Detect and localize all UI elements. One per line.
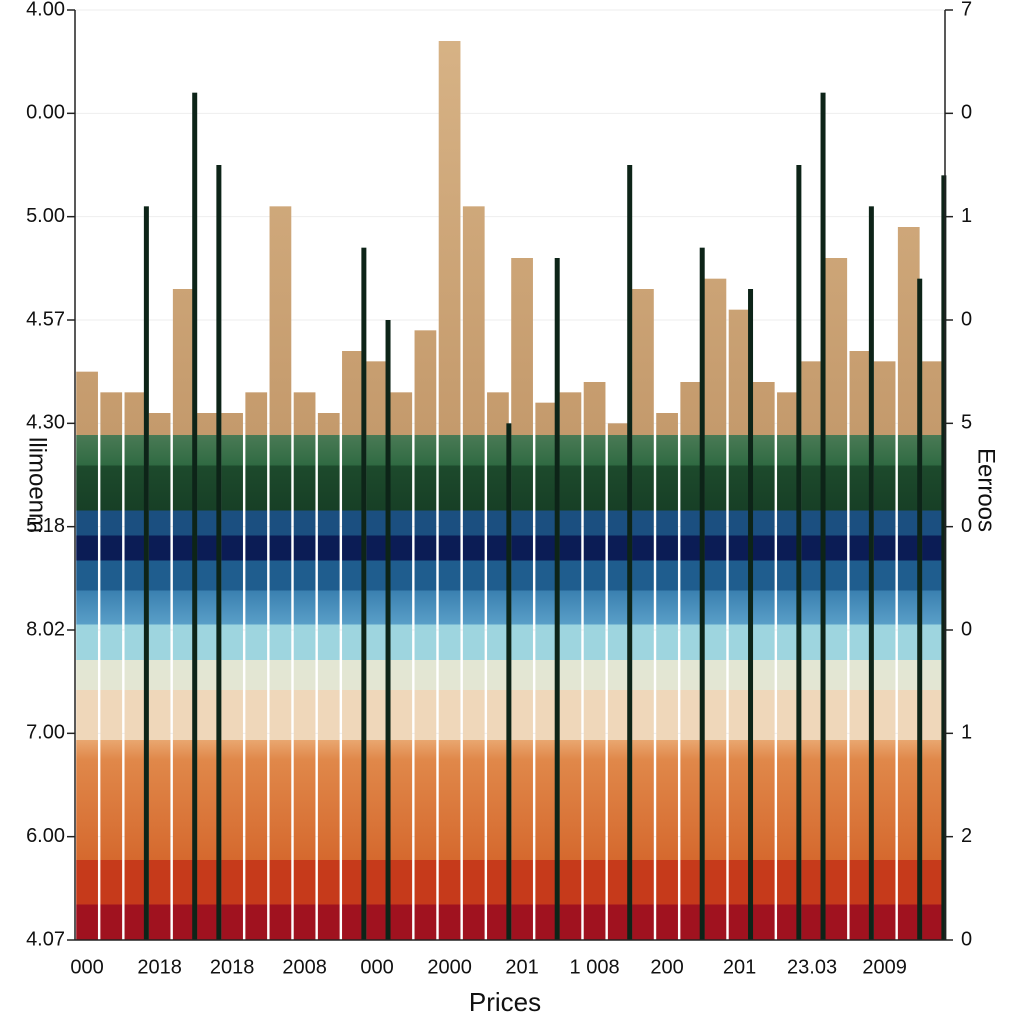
y-tick-label: 4.00 — [26, 0, 65, 20]
bar — [148, 413, 171, 940]
y-tick-label: 6.00 — [26, 825, 65, 847]
y2-tick-label: 1 — [961, 722, 972, 744]
y2-tick-label: 1 — [961, 205, 972, 227]
spike — [627, 165, 633, 940]
bar — [487, 392, 509, 940]
x-tick-label: 2009 — [862, 956, 907, 978]
y2-tick-label: 5 — [961, 412, 972, 434]
bar — [317, 413, 340, 940]
bar — [245, 392, 268, 940]
spike — [143, 206, 149, 941]
bar — [293, 392, 316, 940]
spike — [361, 247, 367, 940]
x-tick-label: 2018 — [210, 956, 255, 978]
bar — [414, 330, 437, 940]
y2-tick-label: 0 — [961, 308, 972, 330]
y-tick-label: 4.57 — [26, 308, 65, 330]
x-tick-label: 201 — [505, 956, 538, 978]
x-tick-label: 000 — [360, 956, 393, 978]
x-tick-label: 000 — [70, 956, 103, 978]
spike — [554, 258, 560, 940]
x-axis-title: Prices — [469, 987, 541, 1017]
spike — [820, 92, 826, 940]
bar — [535, 402, 558, 941]
bar — [680, 382, 703, 940]
spike — [796, 165, 802, 940]
bar — [849, 351, 872, 940]
y2-tick-label: 2 — [961, 825, 972, 847]
bar — [873, 361, 896, 940]
y2-axis-title: Eerroos — [973, 448, 1000, 532]
bar — [100, 392, 123, 940]
bar — [777, 392, 799, 940]
spike — [192, 92, 198, 940]
bar — [366, 361, 388, 940]
y2-tick-label: 7 — [961, 0, 972, 20]
y-tick-label: 4.30 — [26, 412, 65, 434]
spike — [941, 175, 947, 941]
x-tick-label: 201 — [723, 956, 756, 978]
y2-tick-label: 0 — [961, 928, 972, 950]
bar — [559, 392, 582, 940]
spike — [506, 423, 512, 940]
bar — [825, 258, 848, 940]
x-tick-label: 2008 — [282, 956, 327, 978]
y-axis-title: llimoenm — [24, 437, 51, 533]
bar — [172, 289, 195, 940]
x-tick-label: 200 — [650, 956, 683, 978]
y-tick-label: 4.07 — [26, 928, 65, 950]
bar — [269, 206, 292, 941]
spike — [917, 278, 923, 941]
bar — [607, 423, 630, 940]
bar — [922, 361, 944, 940]
bar — [438, 41, 461, 940]
bar — [632, 289, 654, 940]
spike — [748, 289, 754, 940]
bar — [76, 371, 98, 941]
bar — [221, 413, 243, 940]
x-tick-label: 1 008 — [570, 956, 620, 978]
spike — [216, 165, 222, 940]
bar — [704, 278, 727, 941]
bar — [197, 413, 219, 940]
y2-tick-label: 0 — [961, 618, 972, 640]
bar — [462, 206, 485, 941]
bar — [897, 227, 920, 940]
bar — [124, 392, 147, 940]
bar — [728, 309, 751, 941]
spike — [868, 206, 874, 941]
y-tick-label: 7.00 — [26, 722, 65, 744]
x-tick-label: 2018 — [137, 956, 182, 978]
bar — [511, 258, 533, 940]
spike — [699, 247, 705, 940]
y-tick-label: 5.00 — [26, 205, 65, 227]
y-tick-label: 5.18 — [26, 515, 65, 537]
bar — [583, 382, 606, 940]
y-tick-label: 8.02 — [26, 618, 65, 640]
y2-tick-label: 0 — [961, 515, 972, 537]
bar — [752, 382, 775, 940]
y-tick-label: 0.00 — [26, 102, 65, 124]
bar — [342, 351, 364, 940]
spike — [385, 320, 391, 940]
x-tick-label: 2000 — [427, 956, 472, 978]
y2-tick-label: 0 — [961, 102, 972, 124]
bar — [656, 413, 678, 940]
bar — [390, 392, 413, 940]
x-tick-label: 23.03 — [787, 956, 837, 978]
bar — [801, 361, 823, 940]
